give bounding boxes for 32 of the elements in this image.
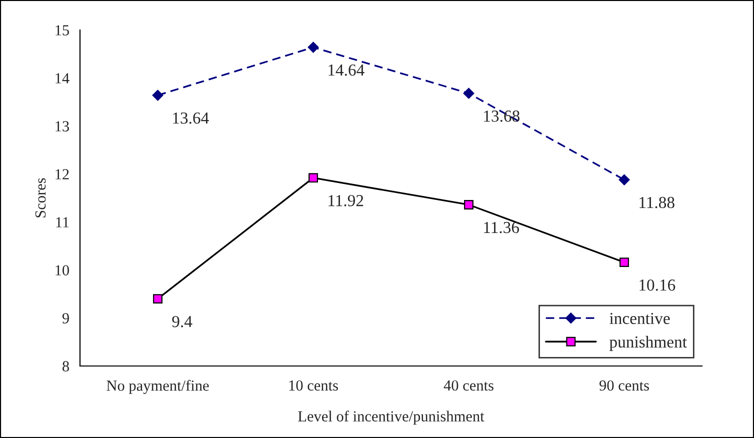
y-tick-label: 10 [56, 265, 69, 276]
point [620, 258, 629, 268]
y-tick-label: 11 [56, 217, 69, 228]
legend-label: punishment [609, 336, 687, 351]
point [618, 174, 630, 186]
point [308, 42, 319, 53]
y-tick-label: 9 [62, 313, 69, 324]
data-label: 14.64 [328, 64, 364, 76]
data-label: 10.16 [640, 279, 676, 291]
y-tick-label: 8 [62, 361, 69, 372]
point [463, 88, 474, 99]
point [152, 90, 164, 101]
y-tick-label: 13 [56, 121, 69, 132]
y-tick-label: 14 [56, 73, 70, 84]
y-axis-title: Scores [35, 178, 46, 218]
point [308, 173, 318, 183]
x-tick-label: 10 cents [289, 380, 338, 391]
point [153, 294, 162, 304]
y-tick-label: 12 [56, 169, 69, 180]
x-tick-label: No payment/fine [106, 380, 209, 394]
x-tick-label: 90 cents [599, 380, 649, 391]
data-label: 9.4 [172, 316, 192, 328]
data-label: 11.36 [484, 222, 520, 234]
data-label: 13.68 [484, 110, 520, 122]
data-label: 11.88 [640, 196, 674, 208]
x-tick-label: 40 cents [444, 380, 494, 391]
x-axis-title: Level of incentive/punishment [298, 410, 484, 425]
y-tick-label: 15 [56, 25, 69, 36]
data-label: 11.92 [328, 195, 364, 206]
legend-label: incentive [610, 312, 670, 324]
data-label: 13.64 [173, 112, 209, 124]
point [464, 200, 474, 210]
